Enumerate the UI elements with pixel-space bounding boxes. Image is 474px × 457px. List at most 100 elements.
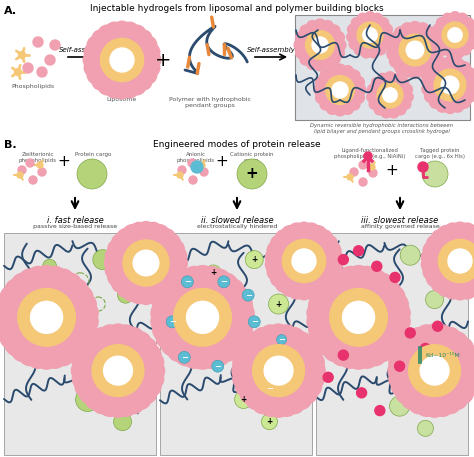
Circle shape: [401, 388, 423, 409]
Circle shape: [389, 368, 410, 389]
Circle shape: [27, 266, 50, 290]
Circle shape: [422, 74, 435, 88]
Text: i. fast release: i. fast release: [46, 216, 103, 225]
Circle shape: [161, 332, 184, 356]
Circle shape: [207, 342, 230, 366]
Circle shape: [191, 345, 214, 369]
Circle shape: [199, 345, 223, 368]
Circle shape: [317, 332, 341, 356]
FancyBboxPatch shape: [295, 15, 470, 120]
Circle shape: [265, 256, 283, 273]
Circle shape: [420, 356, 449, 385]
Circle shape: [421, 256, 439, 273]
Circle shape: [174, 342, 198, 366]
Circle shape: [406, 41, 424, 59]
Circle shape: [385, 293, 409, 317]
Circle shape: [422, 161, 448, 187]
Circle shape: [137, 222, 155, 240]
Circle shape: [268, 396, 289, 417]
Circle shape: [398, 78, 409, 88]
Circle shape: [151, 310, 174, 333]
Circle shape: [92, 30, 109, 48]
Text: Anionic
phospholipids: Anionic phospholipids: [177, 152, 215, 163]
Circle shape: [144, 285, 163, 303]
Circle shape: [426, 291, 444, 308]
Circle shape: [458, 223, 474, 241]
Circle shape: [35, 266, 58, 289]
Circle shape: [355, 345, 379, 368]
Circle shape: [471, 275, 474, 292]
Circle shape: [465, 279, 474, 297]
Circle shape: [349, 39, 360, 49]
Circle shape: [300, 53, 312, 65]
Circle shape: [269, 294, 289, 314]
Circle shape: [142, 59, 160, 77]
Circle shape: [110, 48, 134, 72]
Circle shape: [93, 250, 113, 270]
Circle shape: [294, 39, 306, 51]
Circle shape: [369, 99, 380, 109]
Circle shape: [144, 223, 163, 241]
Circle shape: [353, 92, 365, 104]
Text: Ligand-functionalized
phospholipids (e.g., NiAiNi): Ligand-functionalized phospholipids (e.g…: [334, 148, 406, 159]
Circle shape: [359, 178, 367, 186]
Circle shape: [0, 286, 24, 309]
Circle shape: [325, 256, 343, 273]
Circle shape: [465, 226, 474, 243]
Circle shape: [43, 266, 67, 290]
Circle shape: [123, 328, 144, 349]
Circle shape: [322, 58, 334, 69]
Circle shape: [447, 332, 467, 353]
Circle shape: [236, 345, 257, 366]
Circle shape: [451, 222, 469, 240]
Circle shape: [27, 345, 50, 368]
Circle shape: [18, 288, 75, 346]
Circle shape: [240, 338, 261, 359]
Circle shape: [281, 226, 299, 243]
Circle shape: [85, 388, 106, 409]
Circle shape: [271, 235, 288, 253]
Circle shape: [330, 269, 354, 292]
Circle shape: [156, 286, 180, 309]
Circle shape: [332, 82, 348, 98]
Text: −: −: [266, 384, 273, 393]
Circle shape: [58, 338, 82, 361]
Text: Dynamic reversible hydrophobic interactions between
lipid bilayer and pendant gr: Dynamic reversible hydrophobic interacti…: [310, 123, 454, 134]
Circle shape: [376, 279, 400, 303]
Circle shape: [199, 266, 223, 290]
Circle shape: [382, 325, 405, 349]
Circle shape: [342, 103, 354, 114]
Circle shape: [64, 332, 88, 356]
Circle shape: [452, 383, 474, 404]
Circle shape: [420, 344, 430, 353]
Text: Cationic protein
cargo: Cationic protein cargo: [230, 152, 274, 163]
Circle shape: [296, 338, 317, 359]
Circle shape: [369, 164, 375, 170]
Circle shape: [51, 269, 74, 292]
Text: Injectable hydrogels from liposomal and polymer building blocks: Injectable hydrogels from liposomal and …: [90, 4, 384, 13]
Circle shape: [399, 34, 431, 66]
Circle shape: [304, 360, 325, 381]
Circle shape: [156, 228, 175, 247]
Circle shape: [105, 260, 124, 280]
Circle shape: [178, 166, 186, 174]
Circle shape: [74, 310, 98, 333]
Circle shape: [361, 48, 372, 58]
Circle shape: [108, 240, 127, 259]
Circle shape: [153, 293, 176, 317]
Circle shape: [363, 28, 377, 42]
Circle shape: [389, 352, 410, 373]
Circle shape: [429, 62, 442, 74]
Circle shape: [156, 279, 175, 298]
Circle shape: [29, 176, 37, 184]
Circle shape: [423, 27, 436, 40]
Circle shape: [400, 245, 420, 265]
Text: +: +: [246, 166, 258, 181]
Circle shape: [323, 273, 347, 297]
Circle shape: [267, 263, 285, 281]
Circle shape: [439, 393, 461, 414]
Circle shape: [214, 273, 238, 297]
Circle shape: [418, 162, 428, 172]
Circle shape: [439, 44, 450, 55]
Circle shape: [161, 279, 184, 303]
